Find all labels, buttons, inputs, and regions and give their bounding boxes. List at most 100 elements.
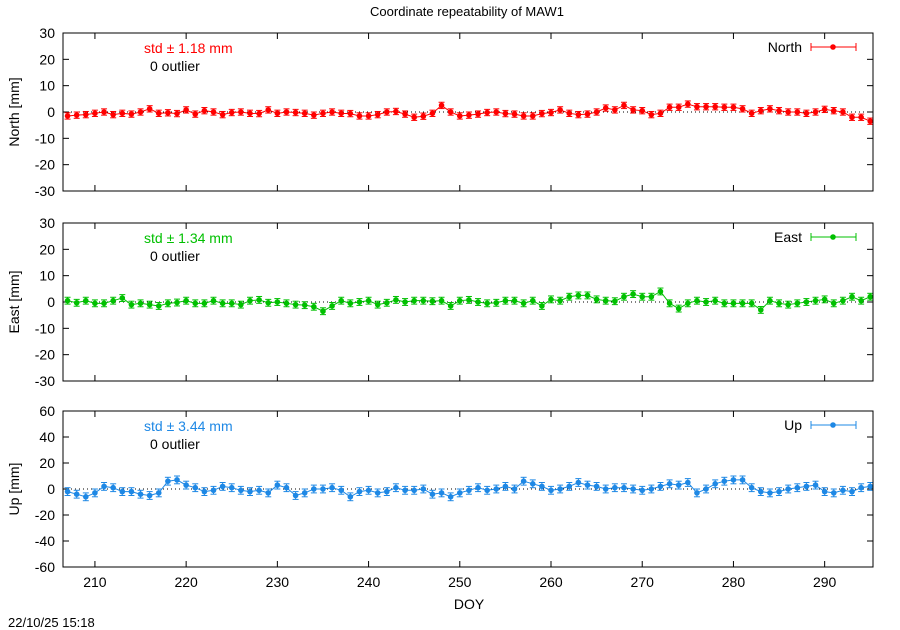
data-point <box>766 488 773 498</box>
data-point <box>64 296 71 305</box>
data-point <box>210 485 217 495</box>
legend-label: East <box>774 229 802 245</box>
x-tick-label: 280 <box>722 574 746 590</box>
data-point <box>721 476 728 486</box>
data-point <box>748 109 755 117</box>
point-marker <box>393 484 399 491</box>
data-point <box>657 109 664 117</box>
point-marker <box>466 112 472 118</box>
data-point <box>748 299 755 308</box>
point-marker <box>803 483 810 490</box>
data-point <box>575 291 582 300</box>
data-point <box>301 488 308 498</box>
point-marker <box>165 478 171 485</box>
data-point <box>329 483 336 493</box>
data-point <box>703 298 710 306</box>
point-marker <box>575 479 582 486</box>
data-point <box>91 488 98 498</box>
data-point <box>383 487 390 496</box>
point-marker <box>456 297 463 304</box>
point-marker <box>566 293 573 300</box>
point-marker <box>776 488 782 495</box>
point-marker <box>776 300 782 307</box>
point-marker <box>210 109 217 115</box>
panel-north: -30 -20 -10 0 10 20 30 North [mm] std ± 1.18 mm 0… <box>6 25 874 199</box>
point-marker <box>110 297 116 304</box>
point-marker <box>739 477 746 483</box>
point-marker <box>119 488 126 495</box>
data-point <box>794 299 801 308</box>
data-point <box>82 492 89 502</box>
data-point <box>493 298 500 307</box>
data-point <box>721 299 728 308</box>
data-point <box>666 479 673 489</box>
data-point <box>237 108 244 116</box>
data-point <box>693 296 700 305</box>
data-point <box>119 109 126 117</box>
point-marker <box>347 300 354 307</box>
data-point <box>82 110 89 119</box>
data-point <box>657 482 664 491</box>
data-point <box>420 296 427 305</box>
data-point <box>110 296 117 305</box>
outlier-annotation: 0 outlier <box>150 58 200 74</box>
point-marker <box>146 492 153 499</box>
data-point <box>529 296 536 305</box>
data-point <box>219 299 226 308</box>
point-marker <box>539 110 545 117</box>
point-marker <box>785 301 791 308</box>
data-point <box>201 107 208 115</box>
point-marker <box>575 292 582 299</box>
point-marker <box>548 487 554 494</box>
data-point <box>602 484 609 494</box>
data-point <box>703 103 710 111</box>
point-marker <box>539 303 545 309</box>
point-marker <box>174 477 180 483</box>
point-marker <box>648 486 655 492</box>
point-marker <box>612 107 618 113</box>
data-point <box>429 489 436 499</box>
point-marker <box>657 110 664 117</box>
y-tick-label: -30 <box>35 183 55 199</box>
x-tick-label: 230 <box>266 574 290 590</box>
point-marker <box>602 486 609 492</box>
data-point <box>246 109 253 117</box>
point-marker <box>657 288 664 295</box>
point-marker <box>721 300 728 307</box>
data-point <box>511 296 518 305</box>
point-marker <box>83 297 89 304</box>
point-marker <box>101 300 107 307</box>
point-marker <box>92 490 98 496</box>
data-point <box>91 299 98 308</box>
data-point <box>812 480 819 490</box>
data-point <box>128 110 135 118</box>
point-marker <box>311 112 317 118</box>
point-marker <box>566 110 573 117</box>
data-point <box>657 287 664 296</box>
data-point <box>693 103 700 111</box>
data-point <box>210 296 217 305</box>
data-point <box>830 488 837 498</box>
data-point <box>684 299 691 308</box>
point-marker <box>292 109 299 116</box>
point-marker <box>748 300 755 307</box>
point-marker <box>593 109 600 115</box>
point-marker <box>192 111 199 117</box>
data-point <box>283 108 290 116</box>
point-marker <box>730 477 737 483</box>
data-point <box>438 296 445 305</box>
point-marker <box>73 299 80 306</box>
data-point <box>64 112 71 120</box>
point-marker <box>584 111 591 117</box>
point-marker <box>174 110 180 117</box>
data-point <box>593 482 600 491</box>
data-point <box>675 304 682 313</box>
data-point <box>785 300 792 309</box>
data-point <box>174 298 181 307</box>
point-marker <box>493 299 500 306</box>
point-marker <box>712 297 718 304</box>
data-point <box>146 300 153 309</box>
x-tick-label: 260 <box>539 574 563 590</box>
data-point <box>137 299 144 308</box>
